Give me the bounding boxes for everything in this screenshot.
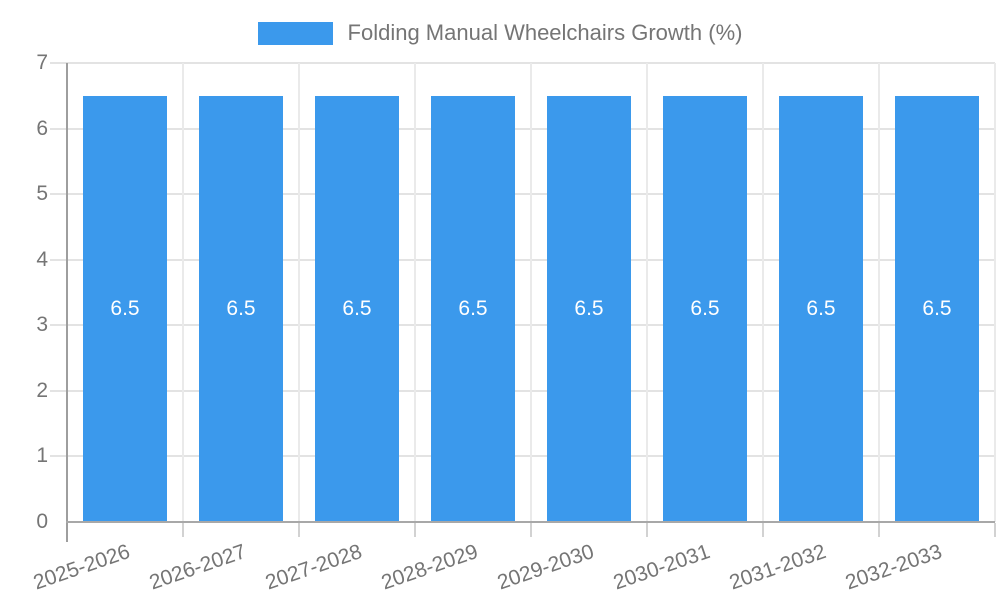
gridline-vertical xyxy=(878,63,880,522)
gridline-vertical xyxy=(298,63,300,522)
bar-value-label: 6.5 xyxy=(690,296,720,320)
bar-value-label: 6.5 xyxy=(342,296,372,320)
x-axis-tick xyxy=(182,523,184,537)
x-axis-tick xyxy=(298,523,300,537)
y-axis-label: 3 xyxy=(36,313,48,337)
bar[interactable] xyxy=(547,95,631,522)
y-axis-label: 1 xyxy=(36,444,48,468)
x-axis-label: 2031-2032 xyxy=(726,540,829,595)
x-axis-label: 2028-2029 xyxy=(378,540,481,595)
bar[interactable] xyxy=(199,95,283,522)
bar[interactable] xyxy=(315,95,399,522)
gridline-vertical xyxy=(182,63,184,522)
x-axis-baseline xyxy=(66,521,995,523)
gridline-horizontal xyxy=(50,389,995,392)
y-axis-label: 6 xyxy=(36,116,48,140)
y-axis-label: 2 xyxy=(36,378,48,402)
x-axis-tick xyxy=(878,523,880,537)
gridline-vertical xyxy=(414,63,416,522)
bar-value-label: 6.5 xyxy=(110,296,140,320)
gridline-horizontal xyxy=(50,62,995,64)
gridline-vertical xyxy=(530,63,532,522)
bar[interactable] xyxy=(895,95,979,522)
bar-value-label: 6.5 xyxy=(806,296,836,320)
bar[interactable] xyxy=(663,95,747,522)
x-axis-label: 2029-2030 xyxy=(494,540,597,595)
bar-value-label: 6.5 xyxy=(226,296,256,320)
gridline-vertical xyxy=(994,63,996,522)
y-axis-label: 0 xyxy=(36,510,48,533)
legend: Folding Manual Wheelchairs Growth (%) xyxy=(0,18,1000,48)
x-axis-label: 2025-2026 xyxy=(30,540,133,595)
x-axis-tick xyxy=(414,523,416,537)
legend-color-swatch[interactable] xyxy=(257,21,333,45)
bar[interactable] xyxy=(779,95,863,522)
bar-value-label: 6.5 xyxy=(458,296,488,320)
gridline-horizontal xyxy=(50,258,995,261)
x-axis-label: 2030-2031 xyxy=(610,540,713,595)
x-axis-label: 2027-2028 xyxy=(262,540,365,595)
gridline-vertical xyxy=(646,63,648,522)
gridline-vertical xyxy=(762,63,764,522)
x-axis-label: 2032-2033 xyxy=(842,540,945,595)
y-axis-label: 4 xyxy=(36,247,48,271)
y-axis-label: 7 xyxy=(36,51,48,74)
x-axis-tick xyxy=(646,523,648,537)
bar-value-label: 6.5 xyxy=(922,296,952,320)
x-axis-label: 2026-2027 xyxy=(146,540,249,595)
gridline-horizontal xyxy=(50,127,995,130)
gridline-horizontal xyxy=(50,193,995,196)
gridline-horizontal xyxy=(50,455,995,458)
x-axis-tick xyxy=(762,523,764,537)
y-axis-line xyxy=(66,63,68,542)
bar[interactable] xyxy=(431,95,515,522)
bar-value-label: 6.5 xyxy=(574,296,604,320)
y-axis-label: 5 xyxy=(36,182,48,206)
x-axis-tick xyxy=(994,523,996,537)
gridline-horizontal xyxy=(50,324,995,327)
x-axis-tick xyxy=(530,523,532,537)
bar[interactable] xyxy=(83,95,167,522)
legend-label[interactable]: Folding Manual Wheelchairs Growth (%) xyxy=(347,20,743,45)
